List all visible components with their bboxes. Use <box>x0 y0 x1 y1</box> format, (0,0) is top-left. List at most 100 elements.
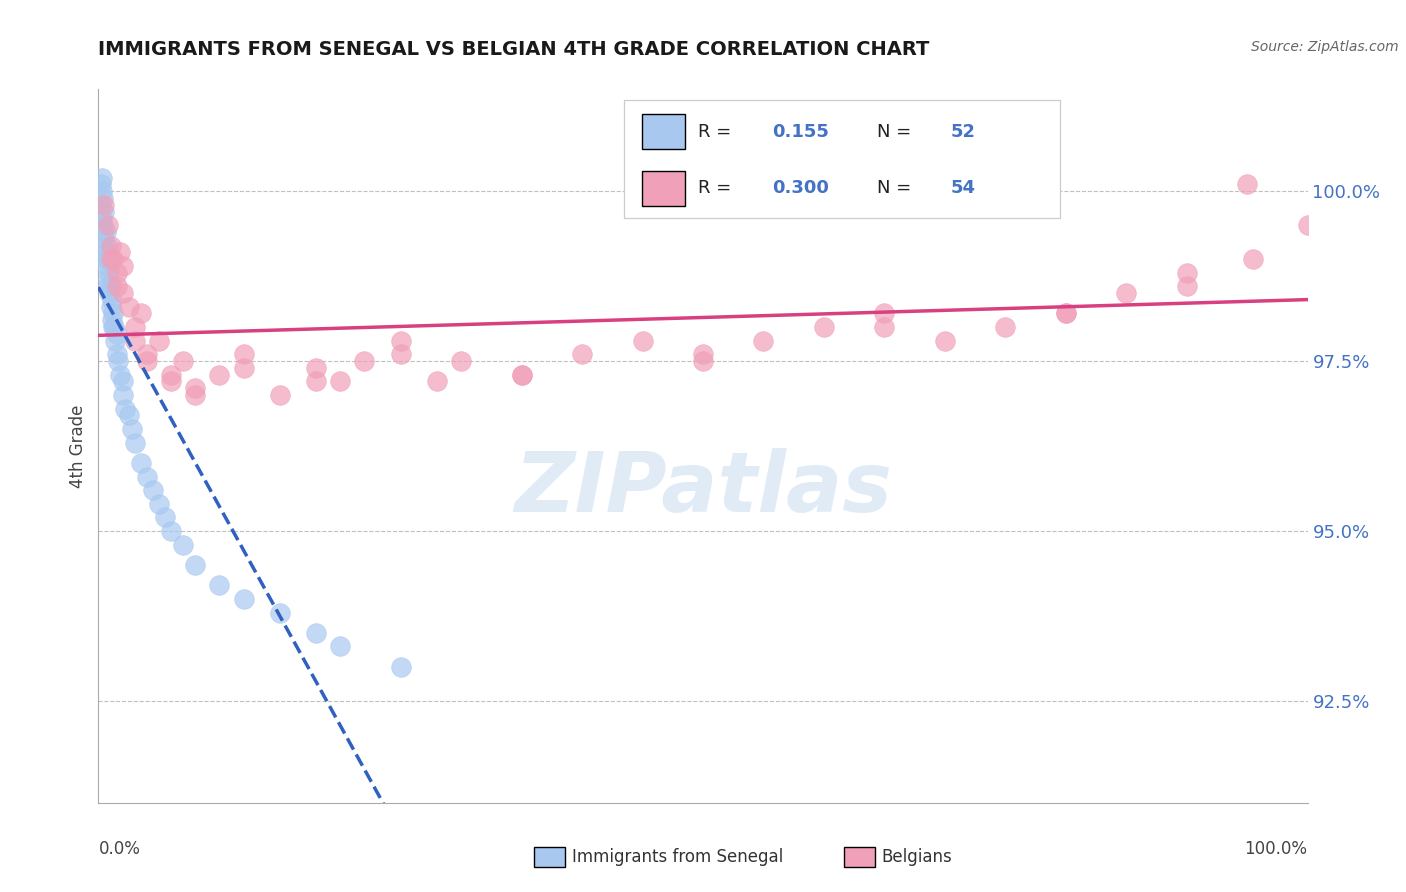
Point <box>1054 306 1077 320</box>
Point <box>934 334 956 348</box>
Point <box>752 334 775 348</box>
Point <box>91 225 114 239</box>
Point <box>1241 252 1264 266</box>
Point <box>100 252 122 266</box>
Point <box>135 354 157 368</box>
Point <box>160 524 183 538</box>
Point <box>94 245 117 260</box>
Point <box>124 334 146 348</box>
Point <box>1296 218 1319 232</box>
Point <box>305 375 328 389</box>
Point <box>101 320 124 334</box>
Point <box>172 354 194 368</box>
Point <box>104 334 127 348</box>
Y-axis label: 4th Grade: 4th Grade <box>69 404 87 488</box>
Point <box>98 286 121 301</box>
Point <box>101 306 124 320</box>
Point <box>184 381 207 395</box>
Point <box>111 259 134 273</box>
Point <box>94 225 117 239</box>
Point <box>389 660 412 674</box>
Point <box>135 469 157 483</box>
Point <box>105 347 128 361</box>
Point <box>111 388 134 402</box>
Point <box>124 320 146 334</box>
Point <box>269 388 291 402</box>
Point <box>100 279 122 293</box>
Text: Belgians: Belgians <box>882 848 952 866</box>
Point <box>873 306 896 320</box>
Point <box>91 211 114 226</box>
Point <box>97 272 120 286</box>
Point <box>107 354 129 368</box>
Point <box>1054 306 1077 320</box>
Point <box>91 184 114 198</box>
Point <box>184 388 207 402</box>
Point <box>184 558 207 572</box>
Text: Source: ZipAtlas.com: Source: ZipAtlas.com <box>1251 40 1399 54</box>
Point <box>1115 286 1137 301</box>
Point <box>232 591 254 606</box>
Point <box>1175 279 1198 293</box>
Point <box>510 368 533 382</box>
Point <box>105 279 128 293</box>
Point <box>105 326 128 341</box>
Point <box>129 306 152 320</box>
Point <box>269 606 291 620</box>
Point <box>1236 178 1258 192</box>
Point <box>118 409 141 423</box>
Point <box>97 279 120 293</box>
Point <box>90 198 112 212</box>
Point <box>208 368 231 382</box>
Point <box>153 510 176 524</box>
Point <box>124 435 146 450</box>
Point <box>91 191 114 205</box>
Point <box>121 422 143 436</box>
Point <box>142 483 165 498</box>
Point <box>105 266 128 280</box>
Point <box>329 375 352 389</box>
Point <box>305 360 328 375</box>
Point <box>571 347 593 361</box>
Point <box>100 238 122 252</box>
Text: 0.0%: 0.0% <box>98 840 141 858</box>
Point <box>97 252 120 266</box>
Point <box>692 347 714 361</box>
Point <box>94 252 117 266</box>
Point <box>873 320 896 334</box>
Point <box>114 401 136 416</box>
Point <box>353 354 375 368</box>
Point <box>329 640 352 654</box>
Point <box>91 170 114 185</box>
Point <box>93 198 115 212</box>
Point <box>101 252 124 266</box>
Point <box>172 537 194 551</box>
Point <box>111 286 134 301</box>
Point <box>129 456 152 470</box>
Point <box>1175 266 1198 280</box>
Point <box>108 245 131 260</box>
Point <box>160 368 183 382</box>
Point <box>148 334 170 348</box>
Point <box>118 300 141 314</box>
Point <box>100 313 122 327</box>
Point <box>93 232 115 246</box>
Point <box>108 368 131 382</box>
Point <box>232 360 254 375</box>
Point <box>631 334 654 348</box>
Point <box>232 347 254 361</box>
Point <box>97 218 120 232</box>
Point <box>160 375 183 389</box>
Point <box>510 368 533 382</box>
Point <box>692 354 714 368</box>
Text: ZIPatlas: ZIPatlas <box>515 449 891 529</box>
Point <box>91 218 114 232</box>
Point <box>450 354 472 368</box>
Text: 100.0%: 100.0% <box>1244 840 1308 858</box>
Text: IMMIGRANTS FROM SENEGAL VS BELGIAN 4TH GRADE CORRELATION CHART: IMMIGRANTS FROM SENEGAL VS BELGIAN 4TH G… <box>98 40 929 59</box>
Text: Immigrants from Senegal: Immigrants from Senegal <box>572 848 783 866</box>
Point <box>96 238 118 252</box>
Point <box>100 293 122 307</box>
Point <box>994 320 1017 334</box>
Point <box>389 334 412 348</box>
